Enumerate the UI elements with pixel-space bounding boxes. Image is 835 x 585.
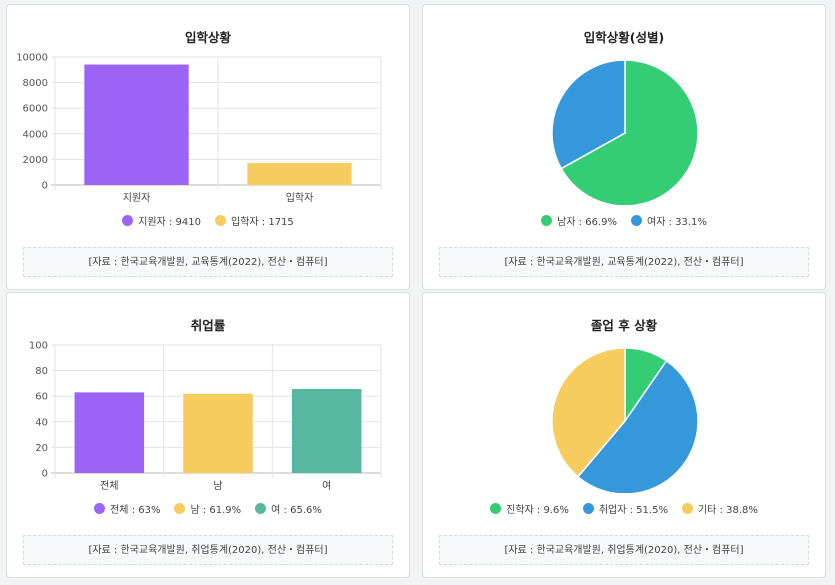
legend-item[interactable]: 남자 : 66.9% <box>541 213 617 228</box>
legend-label: 여자 : 33.1% <box>647 217 707 228</box>
bar <box>84 64 189 185</box>
legend-label: 입학자 : 1715 <box>231 217 294 228</box>
legend-swatch <box>631 215 642 226</box>
y-tick-label: 80 <box>35 366 48 377</box>
y-tick-label: 0 <box>42 469 48 480</box>
y-tick-label: 40 <box>35 417 48 428</box>
pie-slice <box>551 347 626 478</box>
y-tick-label: 0 <box>42 181 48 192</box>
legend-swatch <box>215 215 226 226</box>
chart-title: 입학상황 <box>184 30 231 45</box>
after-graduation-chart-card: 졸업 후 상황 진학자 : 9.6% 취업자 : 51.5% 기타 : 38.8% … <box>422 292 826 578</box>
bar <box>74 392 145 473</box>
chart-title: 입학상황(성별) <box>583 30 665 45</box>
x-tick-label: 여 <box>322 480 331 492</box>
legend-label: 여 : 65.6% <box>271 505 322 516</box>
x-tick-label: 입학자 <box>286 191 314 204</box>
y-tick-label: 6000 <box>23 104 48 115</box>
bar <box>247 163 352 185</box>
y-tick-label: 10000 <box>16 53 48 64</box>
bar <box>183 393 253 473</box>
legend-item[interactable]: 기타 : 38.8% <box>681 501 758 516</box>
legend-label: 기타 : 38.8% <box>697 505 758 516</box>
admission-bar-chart: 0 2000 4000 6000 8000 10000 지원자 입학자 <box>16 53 382 204</box>
employment-rate-bar-chart: 0 20 40 60 80 100 전체 남 여 <box>29 341 382 492</box>
legend-swatch <box>681 503 693 514</box>
y-tick-label: 2000 <box>23 155 48 166</box>
source-note: [자료 : 한국교육개발원, 교육통계(2022), 전산・컴퓨터] <box>439 247 809 277</box>
legend-item[interactable]: 전체 : 63% <box>94 501 160 516</box>
y-tick-label: 8000 <box>23 78 48 89</box>
legend-item[interactable]: 남 : 61.9% <box>174 501 241 516</box>
bar <box>291 389 362 473</box>
source-note: [자료 : 한국교육개발원, 취업통계(2020), 전산・컴퓨터] <box>439 535 809 565</box>
legend-label: 전체 : 63% <box>110 505 161 516</box>
legend-label: 취업자 : 51.5% <box>598 505 668 516</box>
x-tick-label: 남 <box>213 480 222 492</box>
legend-item[interactable]: 여자 : 33.1% <box>631 213 707 228</box>
legend-label: 남 : 61.9% <box>190 505 242 516</box>
y-tick-label: 20 <box>35 443 48 454</box>
legend-swatch <box>255 503 267 514</box>
pie-slice <box>576 359 699 493</box>
admission-gender-pie-chart <box>551 59 699 205</box>
legend-swatch <box>582 503 594 514</box>
source-note: [자료 : 한국교육개발원, 취업통계(2020), 전산・컴퓨터] <box>23 535 393 565</box>
chart-title: 졸업 후 상황 <box>590 318 658 333</box>
chart-title: 취업률 <box>190 318 226 333</box>
legend-swatch <box>490 503 502 514</box>
legend-item[interactable]: 입학자 : 1715 <box>215 213 294 228</box>
y-tick-label: 4000 <box>23 129 48 140</box>
legend-label: 진학자 : 9.6% <box>506 505 569 516</box>
legend-swatch <box>94 503 106 514</box>
pie-slice <box>551 59 626 170</box>
legend-item[interactable]: 취업자 : 51.5% <box>582 501 668 516</box>
x-tick-label: 지원자 <box>123 192 151 204</box>
chart-legend: 전체 : 63% 남 : 61.9% 여 : 65.6% <box>7 501 409 516</box>
legend-label: 지원자 : 9410 <box>138 217 201 228</box>
y-tick-label: 60 <box>35 392 48 403</box>
legend-item[interactable]: 여 : 65.6% <box>255 501 322 516</box>
source-note: [자료 : 한국교육개발원, 교육통계(2022), 전산・컴퓨터] <box>23 247 393 277</box>
legend-item[interactable]: 진학자 : 9.6% <box>490 501 569 516</box>
admission-gender-chart-card: 입학상황(성별) 남자 : 66.9% 여자 : 33.1% [자료 : 한국교육… <box>422 4 826 290</box>
x-tick-label: 전체 <box>100 480 118 492</box>
employment-rate-chart-card: 취업률 0 20 40 60 80 100 전체 남 여 전체 : 63% 남 : 61.9% 여 … <box>6 292 410 578</box>
legend-swatch <box>174 503 186 514</box>
pie-slice <box>560 59 699 205</box>
legend-item[interactable]: 지원자 : 9410 <box>122 213 201 228</box>
chart-legend: 남자 : 66.9% 여자 : 33.1% <box>423 213 825 228</box>
y-tick-label: 100 <box>29 341 48 352</box>
legend-label: 남자 : 66.9% <box>557 217 617 228</box>
admission-chart-card: 입학상황 0 2000 4000 6000 8000 10000 지원자 입학자 지원자 : … <box>6 4 410 290</box>
chart-legend: 진학자 : 9.6% 취업자 : 51.5% 기타 : 38.8% <box>423 501 825 516</box>
after-graduation-pie-chart <box>551 347 699 493</box>
legend-swatch <box>541 215 553 226</box>
chart-legend: 지원자 : 9410 입학자 : 1715 <box>7 213 409 228</box>
legend-swatch <box>122 215 134 226</box>
